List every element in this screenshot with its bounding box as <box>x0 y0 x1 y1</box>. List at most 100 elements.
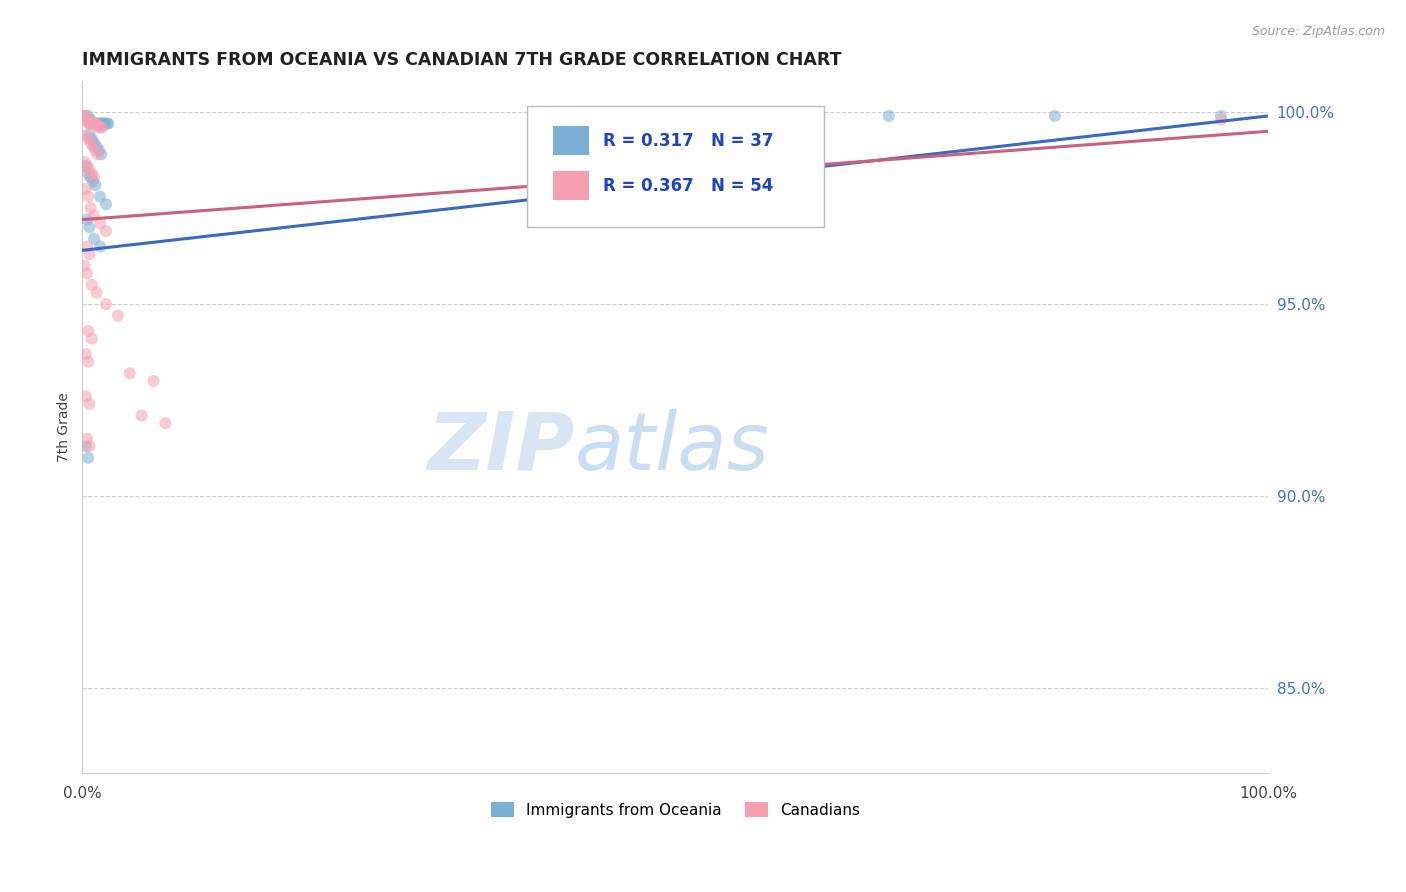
Point <box>77 450 100 465</box>
Point <box>94 224 117 238</box>
Point <box>90 147 112 161</box>
Point <box>90 117 112 131</box>
Point <box>82 139 104 153</box>
Point <box>76 432 98 446</box>
Point <box>87 144 110 158</box>
Text: Source: ZipAtlas.com: Source: ZipAtlas.com <box>1251 25 1385 38</box>
Point <box>89 189 111 203</box>
Point <box>73 109 96 123</box>
Point <box>83 117 105 131</box>
Point <box>75 109 97 123</box>
Point <box>79 397 101 411</box>
Point <box>93 117 115 131</box>
Point <box>1209 112 1232 127</box>
Point <box>79 162 101 177</box>
Point <box>79 247 101 261</box>
Point <box>77 189 100 203</box>
Text: R = 0.317   N = 37: R = 0.317 N = 37 <box>603 132 773 150</box>
Point <box>77 355 100 369</box>
Point <box>118 366 141 380</box>
Point <box>86 120 108 135</box>
Point <box>86 147 108 161</box>
Point <box>77 117 100 131</box>
Point <box>77 132 100 146</box>
Legend: Immigrants from Oceania, Canadians: Immigrants from Oceania, Canadians <box>485 796 866 824</box>
Point <box>877 109 900 123</box>
Point <box>83 232 105 246</box>
Point <box>89 117 111 131</box>
Point <box>80 332 103 346</box>
Point <box>76 112 98 127</box>
Point <box>84 117 107 131</box>
Point <box>142 374 165 388</box>
Point <box>75 347 97 361</box>
Text: IMMIGRANTS FROM OCEANIA VS CANADIAN 7TH GRADE CORRELATION CHART: IMMIGRANTS FROM OCEANIA VS CANADIAN 7TH … <box>83 51 842 69</box>
Text: atlas: atlas <box>575 409 769 487</box>
Point <box>91 117 114 131</box>
Point <box>94 197 117 211</box>
Point <box>84 117 107 131</box>
FancyBboxPatch shape <box>553 127 589 155</box>
Point <box>79 117 101 131</box>
Point <box>91 120 114 135</box>
Point <box>79 136 101 150</box>
Point <box>77 324 100 338</box>
Point <box>131 409 153 423</box>
Point <box>77 109 100 123</box>
Point <box>86 139 108 153</box>
Point <box>79 220 101 235</box>
FancyBboxPatch shape <box>553 171 589 201</box>
Point <box>82 117 104 131</box>
Y-axis label: 7th Grade: 7th Grade <box>58 392 72 462</box>
Point <box>84 144 107 158</box>
Point <box>80 167 103 181</box>
Point <box>76 212 98 227</box>
Point <box>82 117 104 131</box>
Point <box>83 209 105 223</box>
Point <box>80 132 103 146</box>
Point <box>83 136 105 150</box>
Point <box>83 170 105 185</box>
Point <box>73 155 96 169</box>
Point <box>75 128 97 142</box>
Point <box>75 389 97 403</box>
Text: R = 0.367   N = 54: R = 0.367 N = 54 <box>603 177 773 194</box>
Point <box>80 117 103 131</box>
Point <box>79 128 101 142</box>
Point <box>84 178 107 192</box>
Point <box>77 167 100 181</box>
Point <box>79 170 101 185</box>
Point <box>155 416 177 430</box>
Point <box>664 120 686 135</box>
Point <box>89 239 111 253</box>
Point <box>75 439 97 453</box>
Point <box>86 117 108 131</box>
Point <box>1043 109 1066 123</box>
Point <box>86 285 108 300</box>
Point <box>80 277 103 292</box>
Point <box>76 239 98 253</box>
Point <box>97 117 120 131</box>
Point <box>94 117 117 131</box>
Point <box>72 109 94 123</box>
Point <box>79 201 101 215</box>
Point <box>94 297 117 311</box>
Point <box>87 117 110 131</box>
Point <box>96 117 118 131</box>
Point <box>83 117 105 131</box>
Text: ZIP: ZIP <box>427 409 575 487</box>
Point <box>75 182 97 196</box>
Point <box>79 117 101 131</box>
Point <box>89 120 111 135</box>
Point <box>79 112 101 127</box>
Point <box>73 259 96 273</box>
Point <box>75 159 97 173</box>
Point <box>86 117 108 131</box>
Point <box>76 267 98 281</box>
Point <box>1209 109 1232 123</box>
Point <box>82 174 104 188</box>
Point <box>76 159 98 173</box>
Point <box>79 439 101 453</box>
Point <box>89 217 111 231</box>
FancyBboxPatch shape <box>527 105 824 227</box>
